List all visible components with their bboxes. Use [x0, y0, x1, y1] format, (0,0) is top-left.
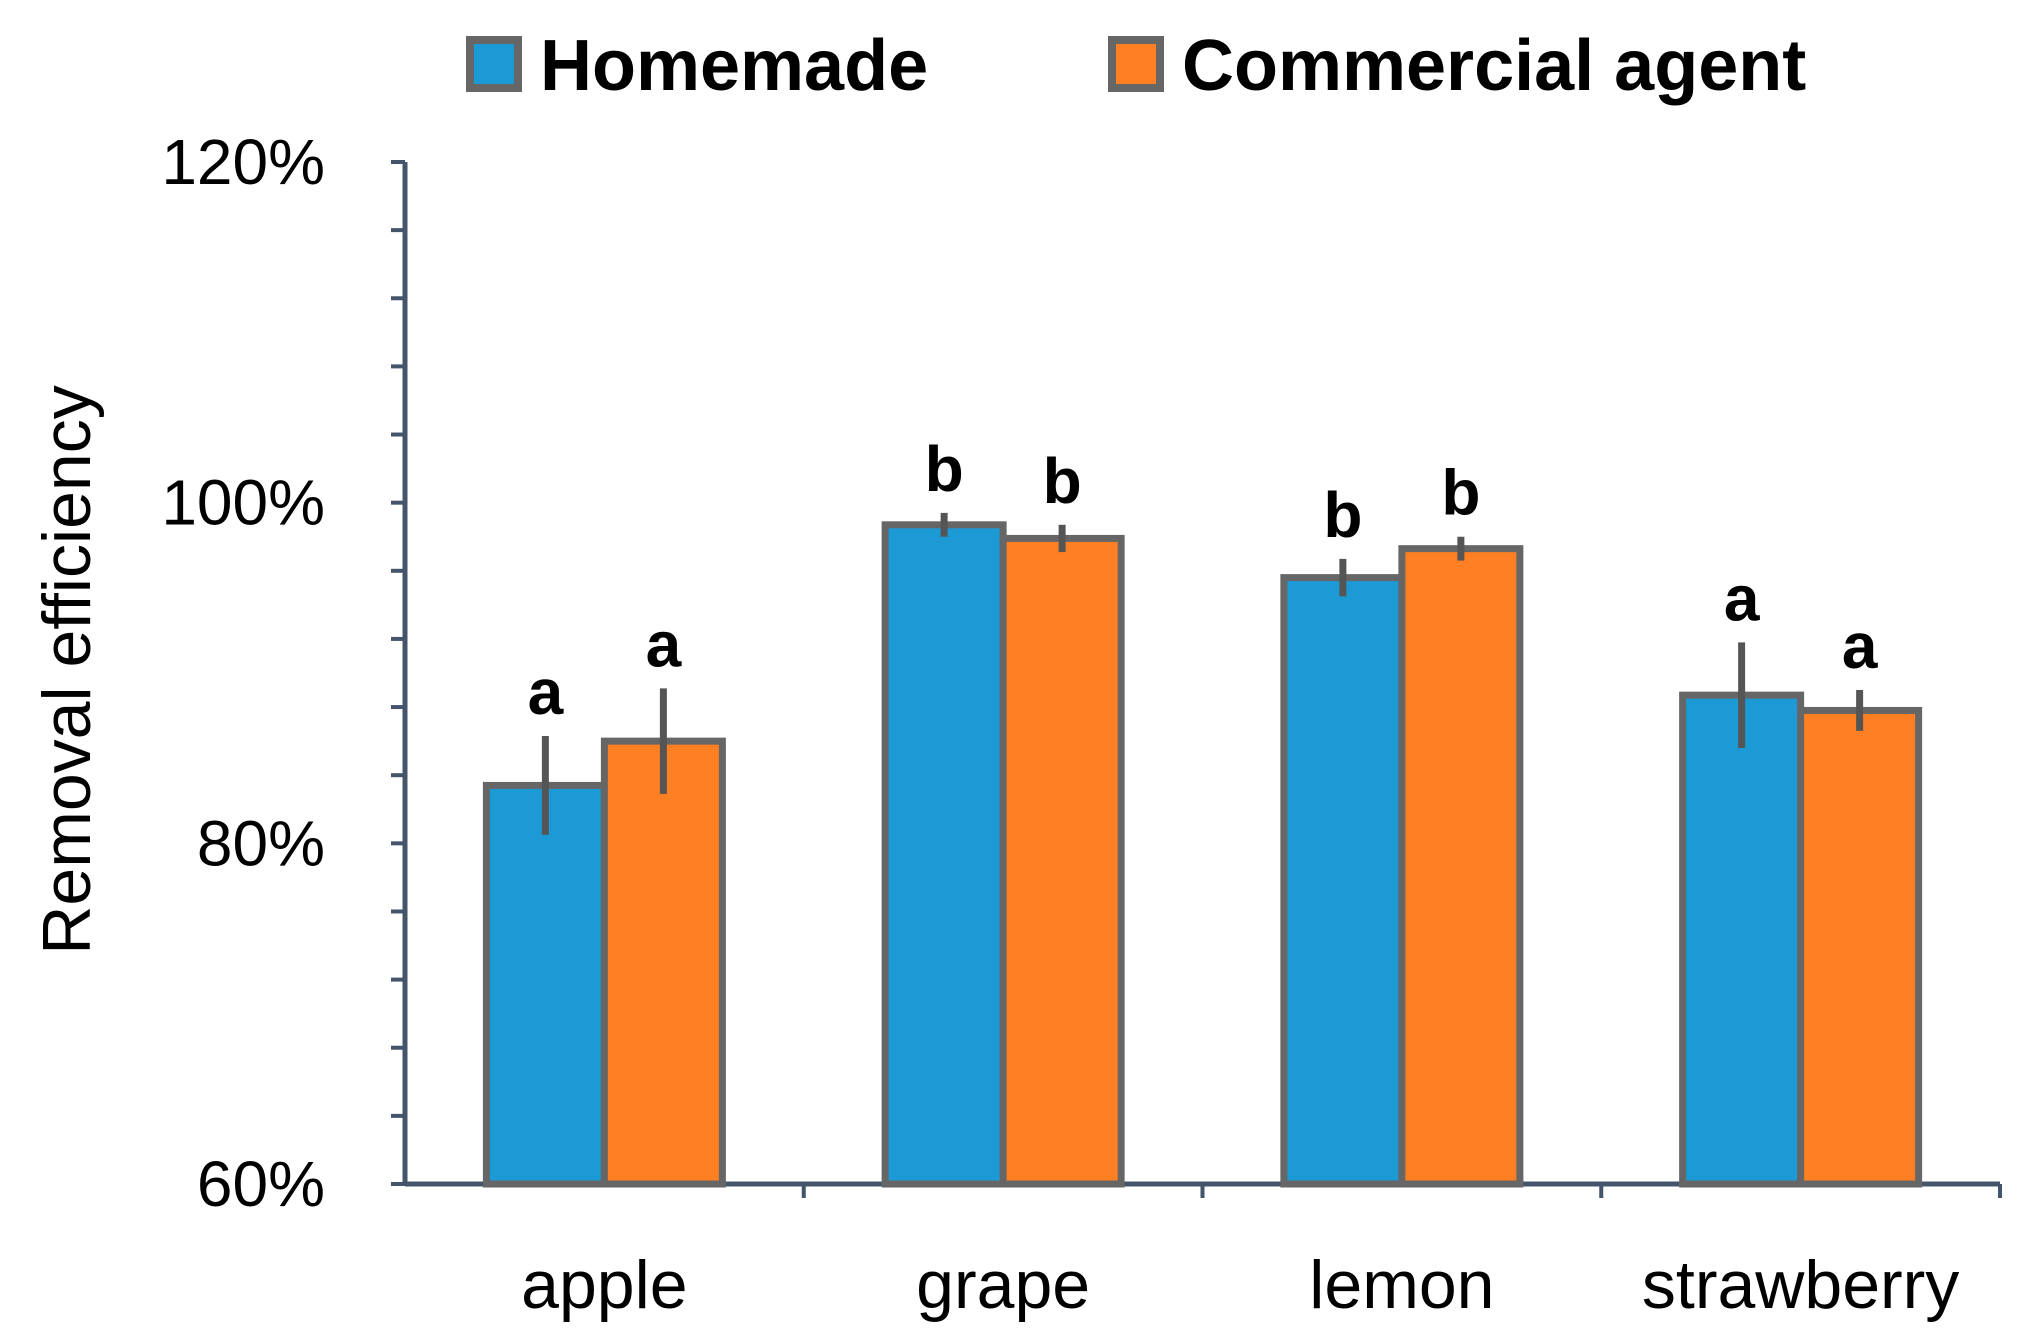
legend-label-homemade: Homemade	[540, 26, 928, 106]
bar-commercial-agent-apple	[600, 737, 726, 1188]
y-tick-label: 60%	[197, 1148, 325, 1220]
y-axis-title: Removal efficiency	[29, 385, 105, 954]
x-tick-label-grape: grape	[916, 1247, 1090, 1323]
y-tick-label: 80%	[197, 807, 325, 879]
significance-label-commercial-agent-lemon: b	[1441, 457, 1480, 529]
legend-swatch-commercial-agent	[1108, 36, 1164, 92]
labels: 60% 80% 100% 120% apple a a grape b b lemon b b straw…	[161, 126, 1959, 1323]
bar-homemade-grape	[881, 521, 1007, 1188]
bar-commercial-agent-strawberry	[1797, 706, 1923, 1188]
significance-label-homemade-apple: a	[528, 656, 564, 728]
significance-label-commercial-agent-strawberry: a	[1842, 610, 1878, 682]
x-tick-label-strawberry: strawberry	[1642, 1247, 1959, 1323]
bar-homemade-apple	[482, 781, 608, 1188]
legend-swatch-homemade	[466, 36, 522, 92]
significance-label-homemade-strawberry: a	[1724, 562, 1760, 634]
significance-label-commercial-agent-apple: a	[646, 608, 682, 680]
bars	[482, 512, 1923, 1188]
significance-label-commercial-agent-grape: b	[1043, 445, 1082, 517]
y-tick-label: 120%	[161, 126, 325, 198]
legend: Homemade Commercial agent	[466, 26, 1806, 106]
bar-commercial-agent-lemon	[1398, 545, 1524, 1188]
bar-homemade-lemon	[1280, 574, 1406, 1188]
significance-label-homemade-lemon: b	[1323, 479, 1362, 551]
x-tick-label-apple: apple	[521, 1247, 687, 1323]
significance-label-homemade-grape: b	[925, 433, 964, 505]
bar-commercial-agent-grape	[999, 534, 1125, 1188]
bar-homemade-strawberry	[1679, 691, 1805, 1188]
x-tick-label-lemon: lemon	[1309, 1247, 1494, 1323]
y-tick-label: 100%	[161, 467, 325, 539]
legend-label-commercial-agent: Commercial agent	[1182, 26, 1806, 106]
